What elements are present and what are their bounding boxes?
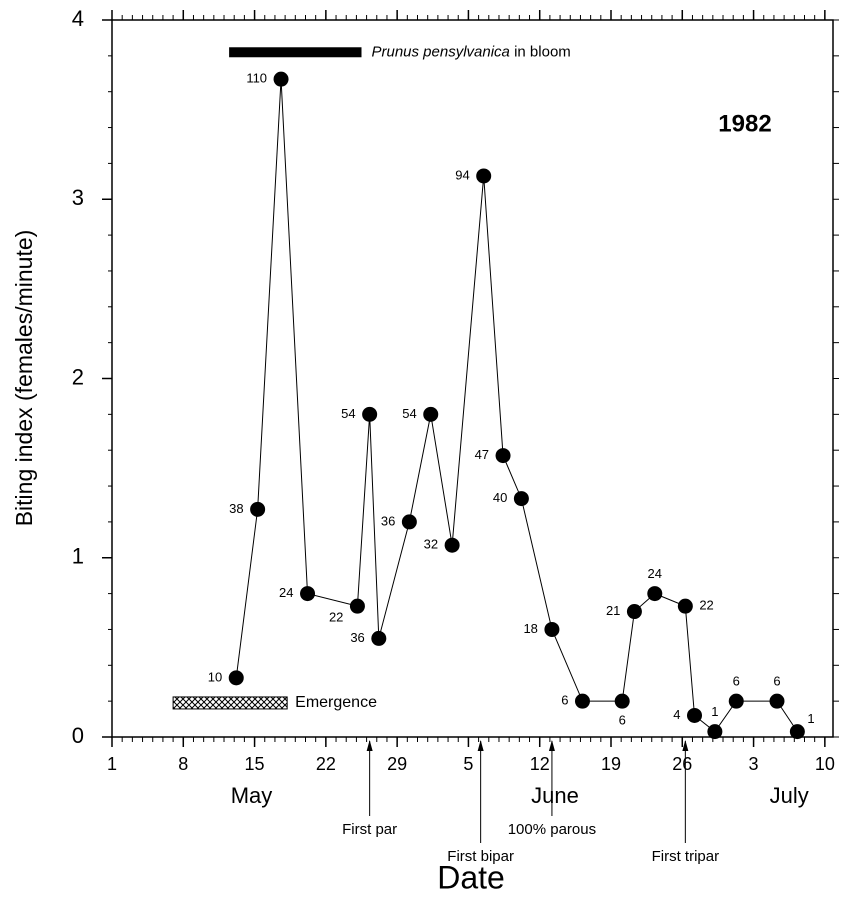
year-label: 1982	[718, 110, 771, 137]
bloom-italic: Prunus pensylvanica	[371, 43, 509, 60]
event-label: 100% parous	[508, 821, 596, 838]
data-point	[362, 406, 378, 422]
data-point	[647, 586, 663, 602]
count-label: 110	[246, 71, 267, 86]
data-point	[614, 693, 630, 709]
y-tick-label: 4	[72, 6, 84, 31]
data-point	[769, 693, 785, 709]
data-point	[513, 491, 529, 507]
emergence-bar	[172, 696, 288, 710]
count-label: 36	[350, 630, 364, 645]
count-label: 36	[381, 513, 395, 528]
data-point	[789, 724, 805, 740]
count-label: 38	[229, 501, 243, 516]
count-label: 1	[711, 704, 718, 719]
y-tick-label: 0	[72, 723, 84, 748]
month-label: May	[231, 783, 273, 808]
x-tick-label: 22	[316, 754, 336, 774]
x-tick-label: 8	[178, 754, 188, 774]
data-point	[677, 598, 693, 614]
data-point	[349, 598, 365, 614]
event-arrowhead	[366, 740, 373, 751]
count-label: 32	[424, 537, 438, 552]
month-label: July	[770, 783, 809, 808]
count-label: 22	[329, 610, 343, 625]
x-tick-label: 3	[749, 754, 759, 774]
count-label: 54	[341, 406, 355, 421]
count-label: 24	[279, 585, 293, 600]
data-line	[235, 79, 798, 733]
event-arrowhead	[477, 740, 484, 751]
x-tick-label: 12	[530, 754, 550, 774]
count-label: 24	[648, 566, 662, 581]
count-label: 94	[455, 167, 469, 182]
event-label: First bipar	[447, 848, 514, 865]
data-point	[495, 448, 511, 464]
data-point	[728, 693, 744, 709]
y-axis-label: Biting index (females/minute)	[11, 230, 37, 527]
data-point	[574, 693, 590, 709]
y-tick-label: 2	[72, 364, 84, 389]
data-point	[273, 71, 289, 87]
data-point	[687, 707, 703, 723]
y-tick-label: 3	[72, 185, 84, 210]
data-point	[250, 501, 266, 517]
count-label: 1	[807, 711, 814, 726]
x-tick-label: 26	[672, 754, 692, 774]
data-point	[476, 168, 492, 184]
data-point	[228, 670, 244, 686]
count-label: 47	[475, 447, 489, 462]
x-tick-label: 5	[463, 754, 473, 774]
x-tick-label: 10	[815, 754, 835, 774]
x-tick-label: 19	[601, 754, 621, 774]
data-point	[401, 514, 417, 530]
bloom-text: in bloom	[514, 43, 571, 60]
x-axis-label: Date	[437, 859, 505, 895]
count-label: 10	[208, 669, 222, 684]
event-arrowhead	[682, 740, 689, 751]
count-label: 6	[733, 674, 740, 689]
data-point	[423, 406, 439, 422]
data-point	[300, 586, 316, 602]
data-point	[626, 604, 642, 620]
event-arrowhead	[548, 740, 555, 751]
data-point	[544, 621, 560, 637]
bloom-bar	[229, 47, 362, 58]
x-tick-label: 29	[387, 754, 407, 774]
count-label: 6	[561, 693, 568, 708]
count-label: 54	[402, 406, 416, 421]
bloom-label: Prunus pensylvanica in bloom	[371, 43, 570, 60]
data-point	[444, 537, 460, 553]
data-point	[707, 724, 723, 740]
count-label: 4	[673, 707, 680, 722]
count-label: 18	[523, 621, 537, 636]
count-label: 6	[773, 674, 780, 689]
count-label: 40	[493, 490, 507, 505]
x-tick-label: 1	[107, 754, 117, 774]
month-label: June	[531, 783, 579, 808]
y-tick-label: 1	[72, 544, 84, 569]
x-tick-label: 15	[245, 754, 265, 774]
count-label: 6	[619, 713, 626, 728]
count-label: 21	[606, 603, 620, 618]
event-label: First tripar	[652, 848, 720, 865]
count-label: 22	[699, 598, 713, 613]
emergence-label: Emergence	[295, 694, 377, 711]
data-point	[371, 630, 387, 646]
event-label: First par	[342, 821, 397, 838]
